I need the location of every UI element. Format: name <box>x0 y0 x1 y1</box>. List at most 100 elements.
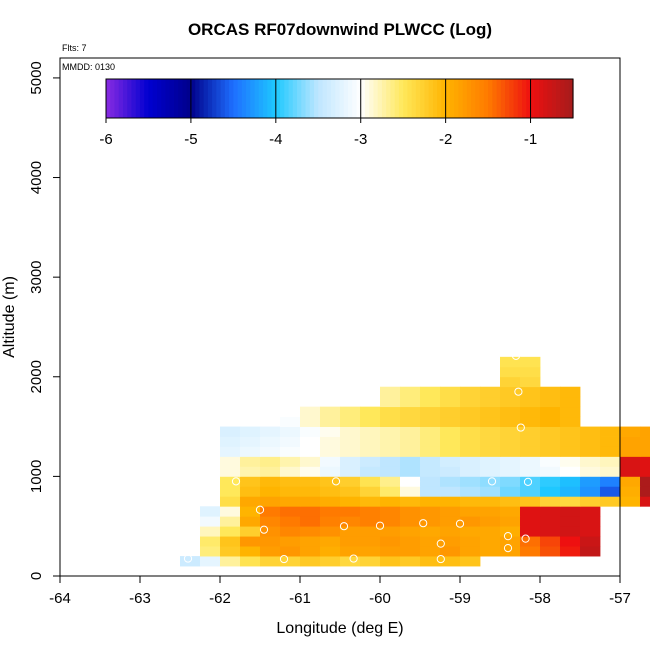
heatmap-cell <box>440 516 461 527</box>
colorbar-segment <box>292 79 298 118</box>
heatmap-cell <box>300 526 321 537</box>
observation-marker <box>279 554 289 564</box>
heatmap-cell <box>340 446 361 457</box>
heatmap-cell <box>460 536 481 547</box>
heatmap-cell <box>460 456 481 467</box>
heatmap-cell <box>320 506 341 517</box>
y-tick-label: 0 <box>28 572 45 580</box>
colorbar-segment <box>390 79 396 118</box>
colorbar-segment <box>144 79 150 118</box>
heatmap-cell <box>540 476 561 487</box>
heatmap-cell <box>600 496 621 507</box>
heatmap-cell <box>240 516 261 527</box>
colorbar-segment <box>156 79 162 118</box>
heatmap-cell <box>200 536 221 547</box>
heatmap-cell <box>420 556 441 567</box>
colorbar-segment <box>411 79 417 118</box>
heatmap-cell <box>460 436 481 447</box>
colorbar-segment <box>220 79 226 118</box>
heatmap-cell <box>220 426 241 437</box>
heatmap-cell <box>460 516 481 527</box>
colorbar-segment <box>173 79 179 118</box>
heatmap-cell <box>340 406 361 418</box>
colorbar-segment <box>190 79 196 118</box>
heatmap-cell <box>640 446 650 457</box>
colorbar-segment <box>347 79 353 118</box>
heatmap-cell <box>560 506 581 517</box>
colorbar-segment <box>254 79 260 118</box>
heatmap-cell <box>300 456 321 467</box>
colorbar-segment <box>428 79 434 118</box>
heatmap-cell <box>400 496 421 507</box>
heatmap-cell <box>360 536 381 547</box>
heatmap-cell <box>460 466 481 477</box>
heatmap-cell <box>460 556 481 567</box>
heatmap-cell <box>540 416 561 427</box>
heatmap-cell <box>580 476 601 487</box>
colorbar-segment <box>326 79 332 118</box>
heatmap-cell <box>320 406 341 418</box>
x-axis: -64 -63 -62 -61 -60 -59 -58 -57 <box>49 576 631 607</box>
heatmap-cell <box>480 446 501 457</box>
heatmap-cell <box>440 446 461 457</box>
heatmap-cell <box>480 416 501 427</box>
colorbar-segment <box>169 79 175 118</box>
heatmap-cell <box>360 496 381 507</box>
heatmap-cell <box>440 556 461 567</box>
heatmap-cell <box>460 476 481 487</box>
heatmap-cell <box>580 446 601 457</box>
heatmap-cell <box>600 476 621 487</box>
heatmap-cell <box>400 526 421 537</box>
heatmap-cell <box>220 536 241 547</box>
heatmap-cell <box>500 436 521 447</box>
heatmap-cell <box>260 536 281 547</box>
heatmap-cell <box>220 466 241 477</box>
colorbar-segment <box>560 79 566 118</box>
heatmap-cell <box>600 486 621 497</box>
heatmap-cell <box>240 476 261 487</box>
colorbar-segment <box>161 79 167 118</box>
heatmap-cell <box>420 506 441 517</box>
heatmap-cell <box>420 456 441 467</box>
x-tick-label: -59 <box>449 590 471 607</box>
heatmap-cell <box>340 466 361 477</box>
heatmap-cell <box>300 516 321 527</box>
colorbar-tick-label: -4 <box>269 131 282 148</box>
heatmap-cell <box>300 546 321 557</box>
heatmap-cell <box>260 526 281 537</box>
heatmap-cell <box>280 556 301 567</box>
heatmap-cell <box>620 446 641 457</box>
colorbar-segment <box>454 79 459 118</box>
colorbar-tick-label: -3 <box>354 131 367 148</box>
heatmap-cell <box>560 396 581 408</box>
heatmap-cell <box>340 506 361 517</box>
heatmap-cell <box>440 386 461 398</box>
heatmap-cell <box>540 436 561 447</box>
heatmap-cell <box>440 436 461 447</box>
heatmap-cell <box>580 496 601 507</box>
colorbar-segment <box>110 79 116 118</box>
colorbar-segment <box>178 79 184 118</box>
heatmap-cell <box>640 496 650 507</box>
colorbar-segment <box>148 79 154 118</box>
colorbar-segment <box>475 79 481 118</box>
observation-marker <box>231 477 241 486</box>
colorbar-segment <box>522 79 527 118</box>
heatmap-cell <box>460 506 481 517</box>
heatmap-cell <box>460 386 481 398</box>
heatmap-cell <box>580 546 601 557</box>
heatmap-cell <box>500 396 521 408</box>
heatmap-cell <box>500 456 521 467</box>
colorbar-segment <box>224 79 230 118</box>
heatmap-cell <box>420 386 441 398</box>
heatmap-cell <box>240 536 261 547</box>
colorbar-segment <box>339 79 345 118</box>
heatmap-cell <box>600 436 621 447</box>
heatmap-cell <box>560 536 581 547</box>
heatmap-cell <box>220 476 241 487</box>
colorbar-segment <box>539 79 544 118</box>
observation-marker <box>436 539 445 548</box>
heatmap-cell <box>240 466 261 477</box>
heatmap-cell <box>420 446 441 457</box>
